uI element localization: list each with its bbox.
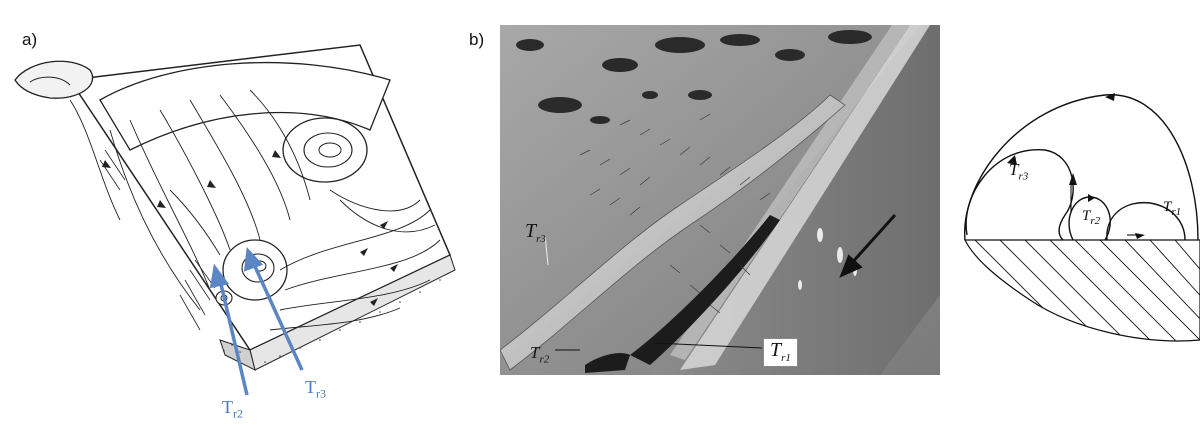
tr3-photo-label: Tr3 bbox=[525, 220, 546, 245]
panel-a-label: a) bbox=[22, 30, 38, 49]
tr2-annotation-blue: Tr2 bbox=[222, 397, 243, 421]
flow-visualization-image bbox=[500, 25, 940, 375]
vortex-sketch-illustration bbox=[14, 44, 456, 396]
vortex-schematic-diagram bbox=[964, 93, 1200, 342]
panel-b-label: b) bbox=[469, 30, 485, 49]
tr1-diagram-label: Tr1 bbox=[1163, 199, 1182, 218]
tr1-photo-label: Tr1 bbox=[763, 338, 798, 367]
tr2-photo-label: Tr2 bbox=[530, 343, 550, 366]
tr3-diagram-label: Tr3 bbox=[1009, 160, 1029, 183]
tr3-annotation-blue: Tr3 bbox=[305, 377, 326, 401]
tr2-diagram-label: Tr2 bbox=[1082, 208, 1101, 227]
